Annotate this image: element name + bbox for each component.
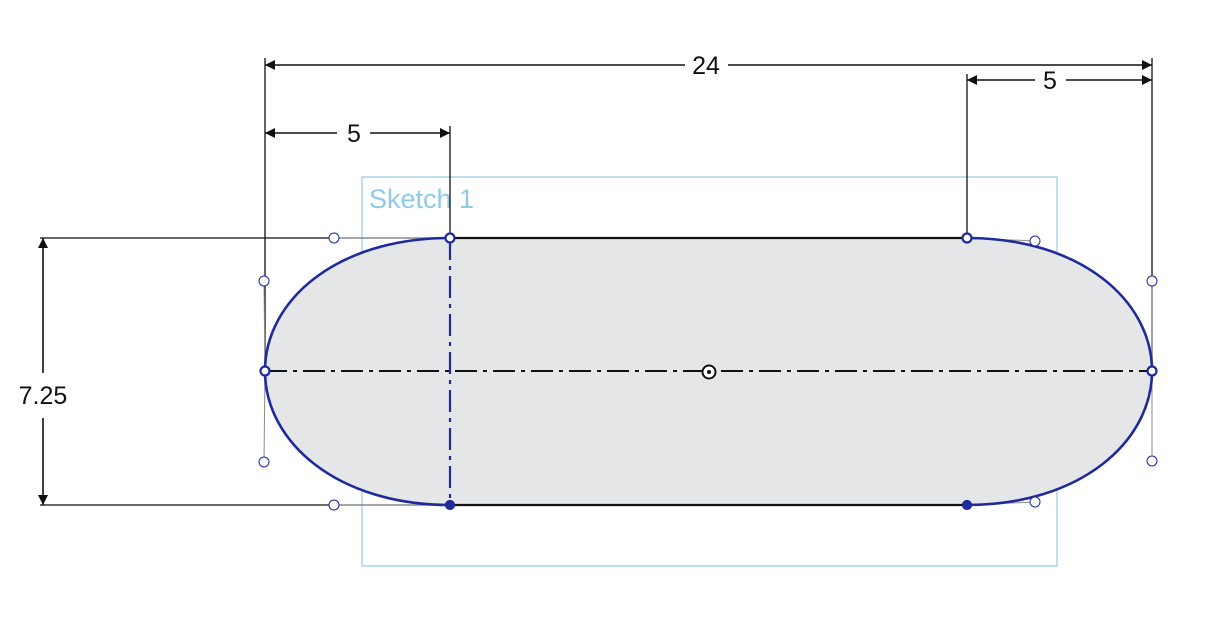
- vertex-point: [444, 499, 456, 511]
- control-handle-points[interactable]: [258, 232, 1158, 511]
- handle-point: [258, 275, 270, 287]
- handle-point: [328, 499, 340, 511]
- dimension-label-height[interactable]: 7.25: [19, 382, 68, 410]
- handle-point: [328, 232, 340, 244]
- handle-point: [1146, 275, 1158, 287]
- handle-point: [1146, 455, 1158, 467]
- dimension-label-right-spline[interactable]: 5: [1043, 67, 1057, 95]
- dimension-label-overall[interactable]: 24: [692, 52, 720, 80]
- vertex-point: [961, 232, 973, 244]
- vertex-point: [259, 365, 271, 377]
- vertex-point: [1146, 365, 1158, 377]
- sketch-vertices[interactable]: [259, 232, 1158, 511]
- handle-point: [258, 456, 270, 468]
- center-point[interactable]: [701, 364, 717, 380]
- vertex-point: [444, 232, 456, 244]
- dimension-label-left-spline[interactable]: 5: [347, 120, 361, 148]
- dimension-lines: [38, 60, 1152, 505]
- handle-point: [1029, 496, 1041, 508]
- sketch-label[interactable]: Sketch 1: [369, 184, 474, 214]
- handle-point: [1029, 235, 1041, 247]
- vertex-point: [961, 499, 973, 511]
